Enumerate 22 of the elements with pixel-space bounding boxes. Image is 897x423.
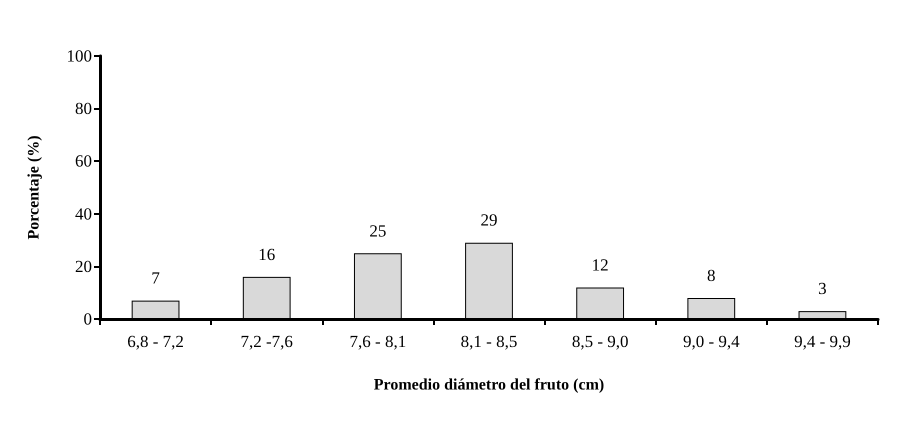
y-axis-title: Porcentaje (%) (26, 135, 42, 240)
y-tick-label: 80 (75, 99, 92, 118)
data-label: 8 (707, 266, 716, 285)
x-tick-label: 9,4 - 9,9 (794, 332, 851, 351)
data-label: 29 (480, 210, 498, 230)
x-tick-label: 6,8 - 7,2 (127, 332, 184, 351)
data-label: 16 (258, 244, 276, 264)
x-tick-label: 8,5 - 9,0 (572, 332, 628, 351)
y-tick-label: 0 (84, 310, 92, 328)
x-tick-label: 8,1 - 8,5 (460, 332, 518, 351)
y-tick-label: 100 (66, 46, 92, 66)
data-label: 25 (369, 221, 386, 240)
y-tick-label: 20 (75, 256, 92, 276)
x-tick-label: 7,6 - 8,1 (350, 332, 406, 351)
x-axis-title: Promedio diámetro del fruto (cm) (374, 376, 604, 394)
y-tick-label: 60 (75, 152, 92, 171)
data-label: 3 (818, 279, 827, 298)
data-label: 7 (151, 268, 160, 288)
data-label: 12 (592, 255, 609, 274)
x-tick-label: 7,2 -7,6 (240, 332, 293, 351)
y-tick-label: 40 (75, 204, 92, 224)
x-tick-label: 9,0 - 9,4 (682, 332, 740, 351)
